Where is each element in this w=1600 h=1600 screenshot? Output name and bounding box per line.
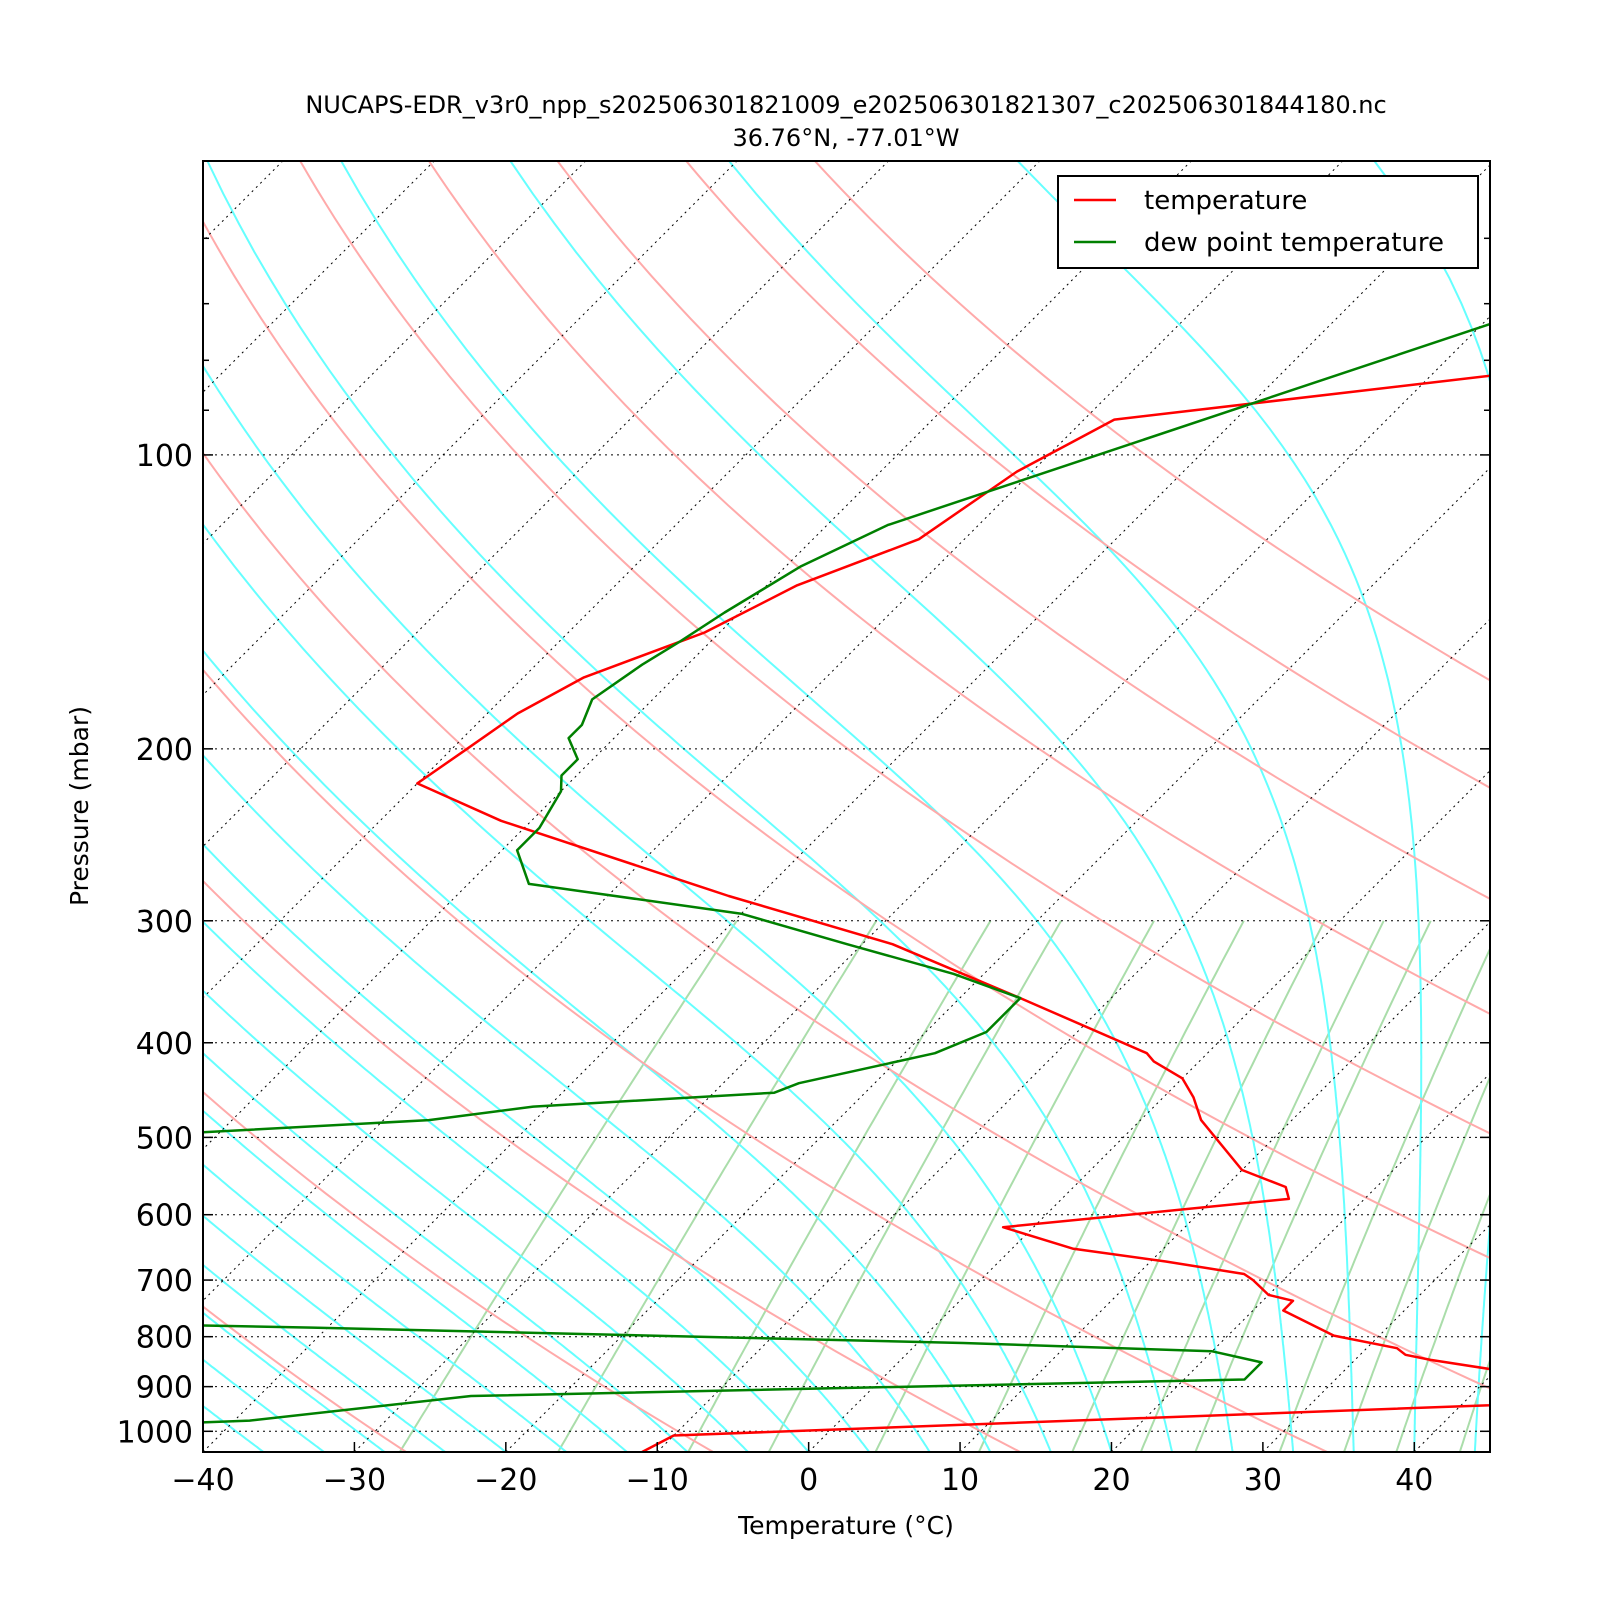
temperature-line: [416, 374, 1490, 1452]
axis-ticks: −40 −30 −20 −10 0 10 20 30 40 100 200 300 400 500 600 7…: [117, 160, 1490, 1498]
mixing-ratio-line: [687, 920, 992, 1452]
y-tick-label: 900: [136, 1371, 193, 1406]
dew-point-line: [203, 322, 1490, 1424]
x-tick-label: −20: [474, 1463, 537, 1498]
isotherm-line: [505, 467, 1490, 1452]
isotherm-line: [203, 164, 1490, 1452]
moist-adiabat-line: [1016, 161, 1423, 1452]
moist-adiabat-line: [1373, 161, 1490, 1452]
dry-adiabat-line: [814, 161, 1490, 682]
x-tick-label: 30: [1244, 1463, 1282, 1498]
x-tick-label: 20: [1092, 1463, 1130, 1498]
mixing-ratio-line: [557, 920, 878, 1452]
moist-adiabat-line: [203, 649, 992, 1452]
moist-adiabat-line: [206, 161, 1173, 1452]
moist-adiabat-line: [203, 920, 810, 1452]
isotherm-line: [203, 161, 1192, 1150]
y-tick-label: 500: [136, 1121, 193, 1156]
x-tick-label: −30: [323, 1463, 386, 1498]
moist-adiabat-line: [203, 1263, 446, 1452]
dry-adiabat-line: [556, 161, 1490, 900]
x-axis-label: Temperature (°C): [737, 1511, 954, 1540]
moist-adiabat-line: [203, 989, 749, 1452]
legend-label-temperature: temperature: [1144, 186, 1307, 216]
moist-adiabat-line: [203, 842, 870, 1452]
dry-adiabats: [203, 161, 1490, 1452]
isotherm-line: [203, 161, 1343, 1302]
y-tick-label: 200: [136, 733, 193, 768]
mixing-ratio-line: [1343, 1074, 1490, 1452]
dry-adiabat-line: [299, 161, 1490, 1135]
x-tick-label: 40: [1395, 1463, 1433, 1498]
y-axis-label: Pressure (mbar): [65, 706, 94, 906]
legend: temperature dew point temperature: [1057, 175, 1479, 269]
moist-adiabat-line: [203, 1109, 628, 1452]
moist-adiabat-line: [203, 522, 1052, 1452]
mixing-ratio-line: [874, 920, 1155, 1452]
moist-adiabat-line: [203, 364, 1113, 1452]
isobar-gridlines: [203, 454, 1490, 1432]
isotherm-line: [203, 161, 889, 848]
mixing-ratio-line: [767, 920, 1062, 1452]
moist-adiabat-line: [203, 1311, 386, 1452]
plot-area: [203, 161, 1490, 1452]
dry-adiabat-line: [203, 879, 1021, 1452]
y-tick-label: 800: [136, 1321, 193, 1356]
mixing-ratio-line: [1139, 920, 1385, 1452]
dry-adiabat-line: [203, 1090, 714, 1452]
isotherm-line: [354, 315, 1490, 1452]
x-tick-label: 0: [799, 1463, 818, 1498]
dry-adiabat-line: [203, 451, 1490, 1390]
moist-adiabat-line: [203, 1051, 689, 1452]
data-series: [203, 322, 1490, 1452]
mixing-ratio-line: [398, 920, 738, 1452]
moist-adiabat-line: [203, 753, 931, 1452]
dry-adiabat-line: [428, 161, 1490, 1015]
moist-adiabat-line: [728, 161, 1355, 1452]
y-tick-label: 300: [136, 905, 193, 940]
y-tick-label: 1000: [117, 1415, 193, 1450]
isotherm-gridlines: [203, 161, 1490, 1452]
y-tick-label: 100: [136, 439, 193, 474]
isotherm-line: [656, 618, 1490, 1452]
mixing-ratio-line: [1071, 920, 1326, 1452]
isotherm-line: [203, 161, 1041, 999]
dry-adiabat-line: [203, 219, 1490, 1260]
legend-box: [1057, 175, 1479, 269]
moist-adiabat-line: [203, 1214, 507, 1452]
moist-adiabat-line: [203, 1163, 568, 1452]
x-tick-label: −10: [626, 1463, 689, 1498]
chart-title: NUCAPS-EDR_v3r0_npp_s202506301821009_e20…: [305, 91, 1386, 119]
moist-adiabat-line: [340, 161, 1234, 1452]
isotherm-line: [808, 769, 1490, 1452]
y-tick-label: 600: [136, 1199, 193, 1234]
y-tick-label: 400: [136, 1027, 193, 1062]
moist-adiabat-line: [203, 1358, 325, 1452]
x-tick-label: −40: [171, 1463, 234, 1498]
plot-frame: [202, 160, 1491, 1453]
legend-label-dew-point: dew point temperature: [1144, 228, 1444, 258]
chart-subtitle: 36.76°N, -77.01°W: [732, 124, 959, 152]
dry-adiabat-line: [685, 161, 1490, 789]
dry-adiabat-line: [203, 668, 1328, 1452]
moist-adiabats: [203, 161, 1490, 1452]
mixing-ratio-line: [1278, 946, 1490, 1452]
x-tick-label: 10: [941, 1463, 979, 1498]
y-tick-label: 700: [136, 1264, 193, 1299]
